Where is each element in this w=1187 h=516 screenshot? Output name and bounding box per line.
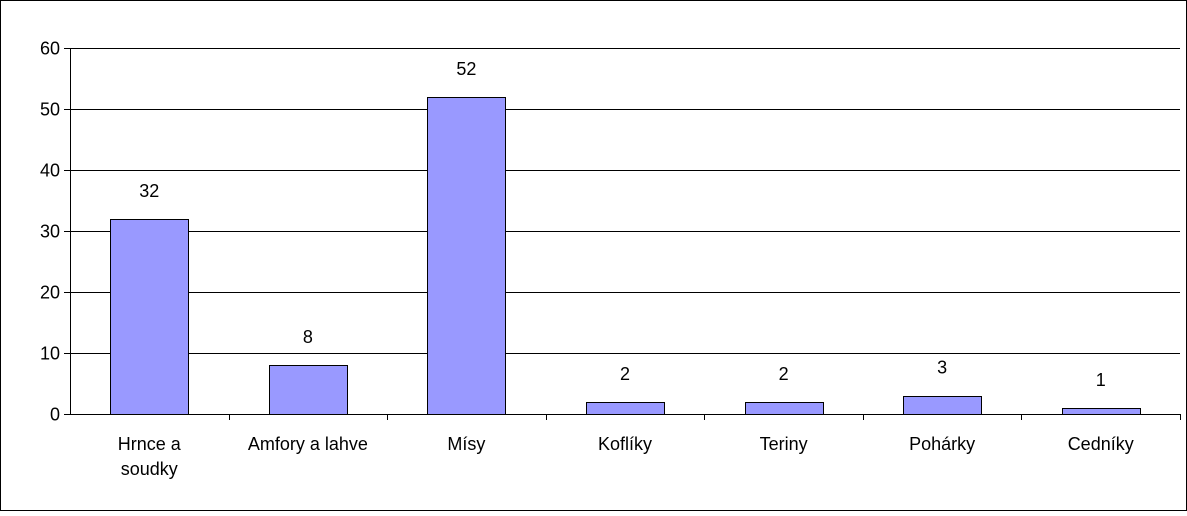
axes: 0 10 20 30 40 50 60 <box>40 39 1181 425</box>
bars <box>110 97 1141 415</box>
data-label: 52 <box>456 59 476 79</box>
x-tick-label: Teriny <box>760 434 808 454</box>
y-tick-label: 20 <box>40 283 60 303</box>
data-label: 2 <box>620 364 630 384</box>
x-tick-label: Hrnce a <box>118 434 182 454</box>
y-tick-label: 40 <box>40 161 60 181</box>
x-tick-label: Pohárky <box>909 434 975 454</box>
y-tick-label: 60 <box>40 39 60 59</box>
x-tick-label: Koflíky <box>598 434 652 454</box>
data-label: 8 <box>303 327 313 347</box>
data-label: 2 <box>779 364 789 384</box>
data-label: 32 <box>139 181 159 201</box>
y-tick-label: 10 <box>40 344 60 364</box>
bar <box>427 97 506 415</box>
x-tick-label: soudky <box>121 459 178 479</box>
data-label: 3 <box>937 358 947 378</box>
y-tick-label: 30 <box>40 222 60 242</box>
bar <box>110 219 189 415</box>
x-tick-label: Mísy <box>447 434 485 454</box>
bar <box>269 365 348 415</box>
data-label: 1 <box>1096 370 1106 390</box>
x-tick-label: Amfory a lahve <box>248 434 368 454</box>
bar <box>903 396 982 415</box>
x-tick-label: Cedníky <box>1068 434 1134 454</box>
bar <box>586 402 665 415</box>
bar <box>1062 408 1141 415</box>
y-tick-label: 0 <box>50 405 60 425</box>
gridlines <box>70 48 1180 354</box>
bar <box>745 402 824 415</box>
y-tick-label: 50 <box>40 100 60 120</box>
